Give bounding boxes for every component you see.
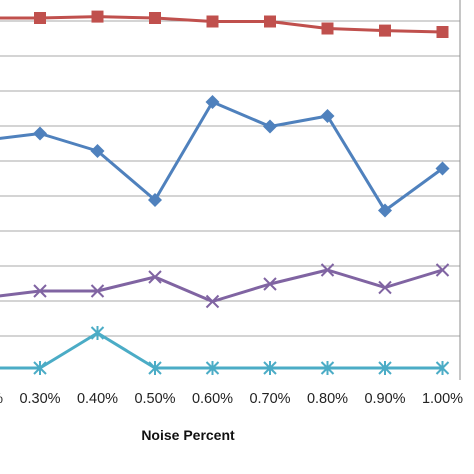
- x-tick-label: 0.40%: [77, 391, 118, 407]
- data-point: [33, 126, 47, 141]
- series-line: [0, 100, 444, 212]
- x-tick-label: 0.50%: [134, 391, 175, 407]
- data-point: [378, 203, 392, 218]
- data-point: [379, 24, 391, 37]
- data-point: [205, 95, 220, 109]
- data-point: [264, 15, 276, 28]
- data-point: [148, 270, 162, 284]
- data-point: [321, 22, 334, 35]
- data-point: [149, 12, 161, 24]
- data-point: [435, 263, 450, 277]
- data-point: [378, 280, 392, 295]
- data-point: [206, 15, 219, 28]
- data-point: [90, 284, 105, 298]
- data-point: [435, 361, 450, 375]
- series-3: [0, 95, 450, 218]
- data-point: [34, 12, 46, 24]
- x-tick-label: 0.20%: [0, 391, 3, 407]
- series-5: [0, 326, 450, 375]
- x-tick-label: 0.70%: [249, 391, 290, 407]
- data-point: [91, 10, 104, 23]
- data-point: [148, 193, 162, 207]
- data-point: [320, 109, 335, 123]
- series-group: [0, 10, 450, 375]
- x-tick-label: 0.60%: [192, 391, 233, 407]
- data-point: [90, 326, 105, 340]
- series-2: [0, 10, 449, 38]
- data-point: [320, 263, 335, 277]
- x-tick-label: 0.90%: [364, 391, 405, 407]
- data-point: [263, 277, 277, 291]
- data-point: [378, 361, 392, 375]
- x-tick-label: 0.80%: [307, 391, 348, 407]
- series-line: [0, 331, 443, 370]
- data-point: [205, 294, 220, 309]
- x-tick-labels: 0.20% 0.30% 0.40% 0.50% 0.60% 0.70% 0.80% 0.90%…: [0, 391, 463, 407]
- data-point: [33, 361, 47, 375]
- series-line: [0, 15, 443, 34]
- data-point: [263, 119, 277, 134]
- data-point: [435, 161, 450, 176]
- data-point: [205, 361, 220, 375]
- data-point: [436, 26, 449, 38]
- data-point: [320, 361, 335, 375]
- x-tick-label: 0.30%: [19, 391, 60, 407]
- x-axis-title: Noise Percent: [141, 427, 235, 443]
- x-tick-label: 1.00%: [422, 391, 463, 407]
- series-4: [0, 263, 450, 309]
- data-point: [33, 284, 47, 298]
- gridlines: [0, 0, 461, 380]
- data-point: [148, 361, 162, 375]
- data-point: [263, 361, 277, 375]
- data-point: [90, 144, 105, 158]
- series-line: [0, 268, 443, 303]
